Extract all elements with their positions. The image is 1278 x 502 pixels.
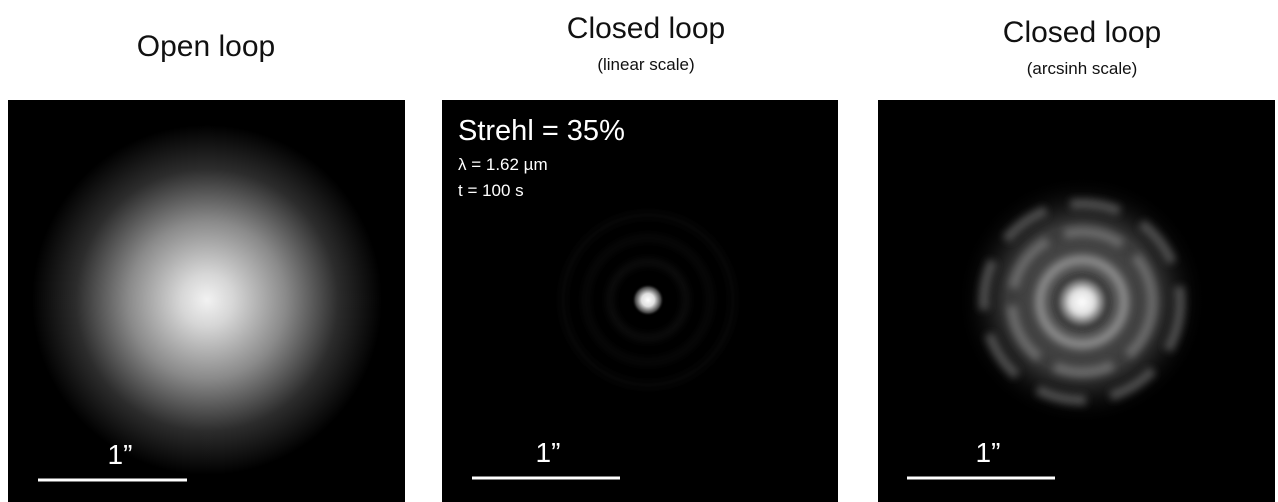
panel-title: Closed loop — [567, 12, 725, 45]
scale-bar-label: 1” — [536, 437, 561, 468]
page: Open loop Closed loop (linear scale) Clo… — [0, 0, 1278, 502]
psf-blob — [32, 125, 382, 475]
annotation: λ = 1.62 µm — [458, 155, 548, 174]
figure: Open loop Closed loop (linear scale) Clo… — [0, 0, 1278, 502]
psf-core — [632, 284, 664, 316]
panel-subtitle: (arcsinh scale) — [1027, 59, 1138, 78]
panel-title: Open loop — [137, 30, 275, 63]
psf-core — [1052, 272, 1112, 332]
panel-subtitle: (linear scale) — [597, 55, 694, 74]
annotation: Strehl = 35% — [458, 115, 625, 147]
scale-bar-label: 1” — [108, 439, 133, 470]
annotation: t = 100 s — [458, 181, 524, 200]
panel-title: Closed loop — [1003, 16, 1161, 49]
scale-bar-label: 1” — [976, 437, 1001, 468]
